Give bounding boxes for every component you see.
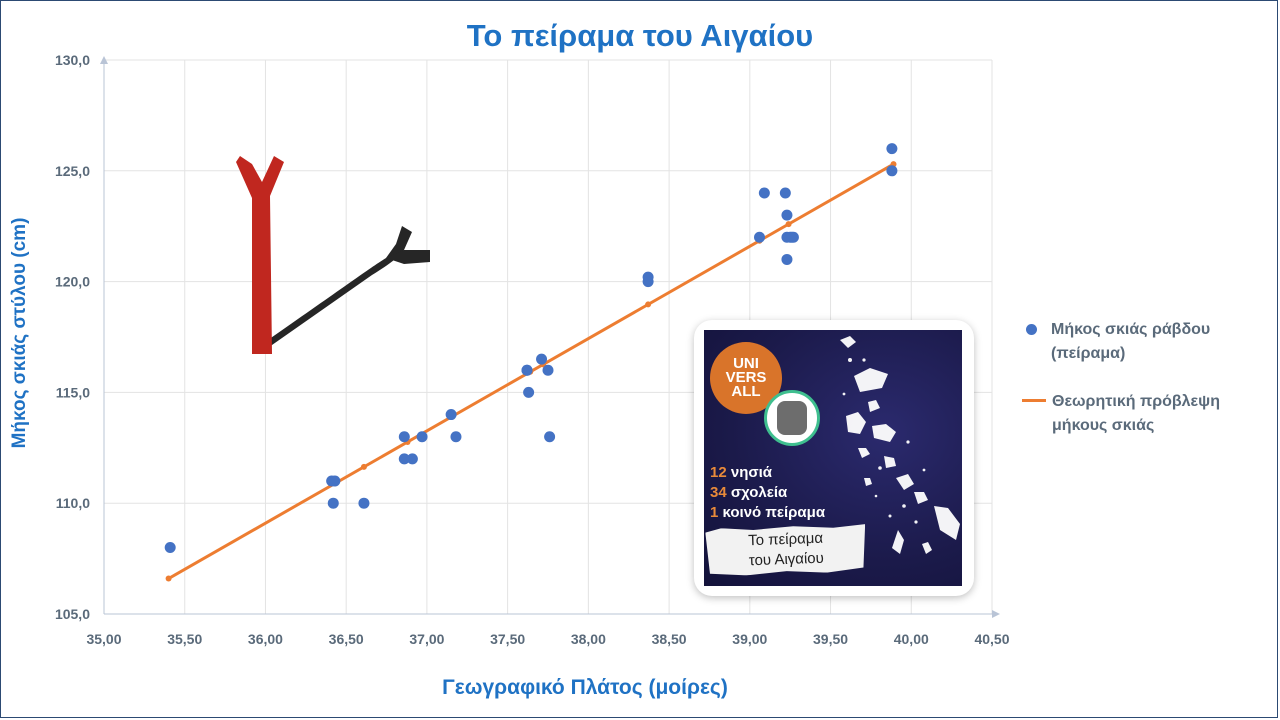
experiment-point [642, 276, 654, 288]
society-seal-icon [764, 390, 820, 446]
y-axis-arrow [100, 56, 108, 64]
experiment-point [406, 453, 418, 465]
x-tick-label: 39,50 [813, 631, 848, 647]
x-tick-label: 35,50 [167, 631, 202, 647]
stat-number: 12 [710, 464, 727, 481]
aegean-islands-map-icon [840, 336, 960, 554]
stat-label: σχολεία [730, 484, 788, 501]
y-tick-label: 105,0 [55, 606, 90, 622]
experiment-point [445, 409, 457, 421]
experiment-point [542, 364, 554, 376]
theory-point [360, 463, 367, 470]
x-axis-label: Γεωγραφικό Πλάτος (μοίρες) [442, 676, 728, 699]
theory-point [645, 301, 652, 308]
experiment-point [544, 431, 556, 443]
x-tick-label: 36,50 [329, 631, 364, 647]
experiment-point [398, 453, 410, 465]
x-tick-label: 37,00 [409, 631, 444, 647]
experiment-point [523, 386, 535, 398]
stat-experiment: 1 κοινό πείραμα [710, 504, 825, 521]
experiment-point [754, 231, 766, 243]
y-tick-label: 125,0 [55, 163, 90, 179]
experiment-point [787, 231, 799, 243]
x-tick-label: 35,00 [86, 631, 121, 647]
experiment-point [329, 475, 341, 487]
x-tick-label: 40,00 [894, 631, 929, 647]
stat-islands: 12 νησιά [710, 464, 772, 481]
stick-shadow-icon [236, 156, 430, 354]
x-tick-label: 38,50 [652, 631, 687, 647]
y-tick-label: 120,0 [55, 274, 90, 290]
experiment-point [164, 542, 176, 554]
theory-point [165, 575, 172, 582]
x-tick-label: 36,00 [248, 631, 283, 647]
experiment-point [398, 431, 410, 443]
legend: Μήκος σκιάς ράβδου (πείραμα) Θεωρητική π… [1022, 318, 1272, 462]
experiment-point [521, 364, 533, 376]
x-tick-label: 38,00 [571, 631, 606, 647]
legend-dot-icon [1026, 324, 1037, 335]
seal-figure-icon [777, 401, 807, 435]
logo-text: UNI VERS ALL [725, 355, 767, 400]
experiment-point [779, 187, 791, 199]
legend-label: Θεωρητική πρόβλεψη μήκους σκιάς [1052, 393, 1220, 434]
experiment-point [358, 497, 370, 509]
experiment-point [781, 209, 793, 221]
experiment-point [781, 253, 793, 265]
chart-title: Το πείραμα του Αιγαίου [466, 18, 814, 53]
experiment-point [450, 431, 462, 443]
y-tick-label: 110,0 [56, 495, 90, 511]
stat-number: 34 [710, 484, 727, 501]
x-tick-label: 37,50 [490, 631, 525, 647]
experiment-point [886, 165, 898, 177]
experiment-point [536, 353, 548, 365]
x-tick-label: 40,50 [974, 631, 1009, 647]
theory-point [785, 221, 792, 228]
legend-item-experiment: Μήκος σκιάς ράβδου (πείραμα) [1022, 318, 1272, 366]
stat-number: 1 [710, 504, 719, 521]
experiment-point [758, 187, 770, 199]
inset-poster: UNI VERS ALL 12 νησιά 34 σχολεία 1 κοινό… [694, 320, 974, 596]
legend-line-icon [1022, 399, 1046, 402]
y-tick-label: 130,0 [55, 52, 90, 68]
legend-label: Μήκος σκιάς ράβδου (πείραμα) [1051, 321, 1211, 362]
x-axis-arrow [992, 610, 1000, 618]
experiment-point [886, 143, 898, 155]
poster-background: UNI VERS ALL 12 νησιά 34 σχολεία 1 κοινό… [704, 330, 962, 586]
stat-label: νησιά [730, 464, 773, 481]
stat-schools: 34 σχολεία [710, 484, 787, 501]
y-axis-label: Μήκος σκιάς στύλου (cm) [9, 217, 30, 449]
stat-label: κοινό πείραμα [722, 504, 826, 521]
x-tick-label: 39,00 [732, 631, 767, 647]
experiment-point [416, 431, 428, 443]
y-tick-label: 115,0 [56, 384, 90, 400]
legend-item-theory: Θεωρητική πρόβλεψη μήκους σκιάς [1022, 390, 1272, 438]
experiment-point [327, 497, 339, 509]
